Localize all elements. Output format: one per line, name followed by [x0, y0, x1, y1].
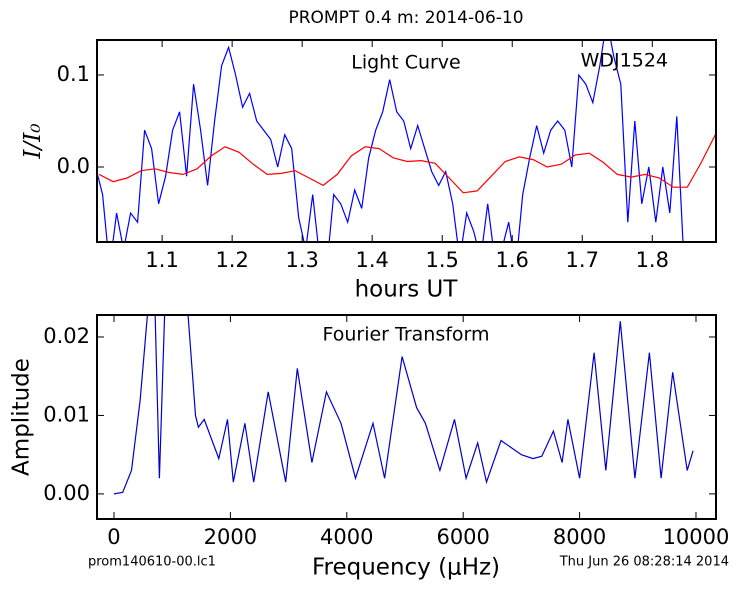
x-tick-label: 1.5: [426, 248, 459, 272]
y-tick-label: 0.00: [43, 481, 90, 505]
y-axis-label: Amplitude: [9, 358, 35, 476]
x-tick-label: 6000: [436, 525, 489, 549]
data-line: [113, 315, 694, 495]
x-tick-label: 10000: [663, 525, 730, 549]
x-axis-label: hours UT: [355, 277, 459, 303]
annotation: Fourier Transform: [322, 324, 489, 346]
x-tick-label: 2000: [204, 525, 257, 549]
x-tick-label: 0: [107, 525, 120, 549]
x-axis-label: Frequency (μHz): [312, 555, 500, 581]
y-tick-label: 0.0: [57, 154, 90, 178]
x-tick-label: 1.2: [215, 248, 248, 272]
figure-title: PROMPT 0.4 m: 2014-06-10: [288, 8, 523, 28]
x-tick-label: 1.4: [355, 248, 388, 272]
y-tick-label: 0.1: [57, 62, 90, 86]
file-name: prom140610-00.lc1: [88, 555, 216, 570]
x-tick-label: 1.3: [285, 248, 318, 272]
y-tick-label: 0.02: [43, 324, 90, 348]
x-tick-label: 1.1: [145, 248, 178, 272]
plot-lines: [113, 315, 694, 495]
x-tick-label: 1.7: [566, 248, 599, 272]
x-tick-label: 4000: [320, 525, 373, 549]
x-tick-label: 1.8: [636, 248, 669, 272]
plot-frame: [96, 39, 717, 243]
data-line: [97, 40, 684, 242]
annotation: Light Curve: [351, 52, 461, 74]
y-axis-label: I/I₀: [20, 123, 46, 159]
y-tick-label: 0.01: [43, 402, 90, 426]
annotation: WDJ1524: [581, 50, 668, 72]
timestamp: Thu Jun 26 08:28:14 2014: [559, 555, 729, 570]
plot-frame: [96, 314, 717, 520]
plot-lines: [97, 40, 716, 242]
data-line: [98, 134, 716, 194]
x-tick-label: 8000: [553, 525, 606, 549]
x-tick-label: 1.6: [496, 248, 529, 272]
